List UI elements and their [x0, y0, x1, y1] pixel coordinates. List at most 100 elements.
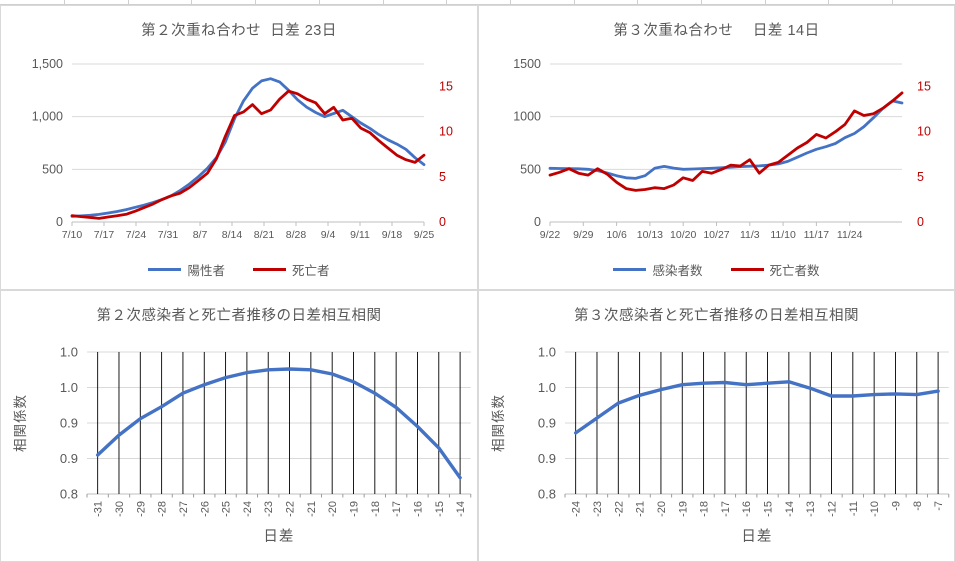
svg-text:8/28: 8/28	[286, 229, 307, 241]
chart-card-wave3-correlation[interactable]: 第３次感染者と死亡者推移の日差相互相関 0.8 0.9 0.9 1.0 1.0 -24 -2…	[478, 290, 955, 562]
svg-text:8/7: 8/7	[193, 229, 208, 241]
svg-text:15: 15	[439, 80, 453, 94]
svg-text:-17: -17	[391, 501, 403, 517]
legend-label-infected: 感染者数	[652, 264, 703, 278]
legend-item-deaths2[interactable]: 死亡者数	[730, 260, 820, 279]
svg-text:日差: 日差	[263, 528, 294, 545]
svg-text:0.8: 0.8	[60, 487, 78, 502]
svg-text:0: 0	[439, 215, 446, 229]
svg-text:9/22: 9/22	[540, 229, 561, 241]
svg-text:-21: -21	[306, 501, 318, 517]
svg-text:8/21: 8/21	[254, 229, 275, 241]
chart-title-wave3-overlay: 第３次重ね合わせ 日差 14日	[613, 23, 820, 39]
svg-text:-23: -23	[263, 501, 275, 517]
svg-text:-24: -24	[242, 501, 254, 517]
svg-text:-8: -8	[912, 501, 924, 511]
svg-text:7/24: 7/24	[126, 229, 147, 241]
chart-card-wave2-correlation[interactable]: 第２次感染者と死亡者推移の日差相互相関 0.8 0.9 0.9 1.0 1.0 -31 -3…	[0, 290, 478, 562]
chart-card-wave3-overlay[interactable]: 第３次重ね合わせ 日差 14日 0 500 1000 1500 0 5 10 15 9/22 9/…	[478, 5, 955, 290]
svg-text:8/14: 8/14	[222, 229, 243, 241]
svg-text:-14: -14	[784, 501, 796, 517]
svg-text:-17: -17	[720, 501, 732, 517]
svg-text:0: 0	[56, 215, 63, 229]
svg-text:9/4: 9/4	[321, 229, 336, 241]
svg-text:-12: -12	[827, 501, 839, 517]
svg-text:-24: -24	[571, 501, 583, 517]
svg-text:5: 5	[439, 170, 446, 184]
wave2-overlay-plot[interactable]: 0 500 1,000 1,500 0 5 10 15 7/10 7/17 7/24 7/31 8/7 8…	[1, 46, 478, 254]
svg-text:11/17: 11/17	[804, 229, 830, 241]
svg-text:7/31: 7/31	[158, 229, 179, 241]
svg-text:相関係数: 相関係数	[13, 394, 28, 452]
svg-text:-26: -26	[199, 501, 211, 517]
svg-text:-16: -16	[412, 501, 424, 517]
svg-text:-30: -30	[114, 501, 126, 517]
svg-text:1.0: 1.0	[538, 345, 556, 360]
svg-text:5: 5	[917, 170, 924, 184]
svg-text:-19: -19	[349, 501, 361, 517]
svg-text:1.0: 1.0	[60, 380, 78, 395]
svg-text:0.9: 0.9	[538, 416, 556, 431]
svg-text:11/10: 11/10	[770, 229, 796, 241]
red-line-swatch	[253, 268, 286, 271]
chart-title-wave3-correlation: 第３次感染者と死亡者推移の日差相互相関	[574, 308, 859, 324]
svg-text:-19: -19	[677, 501, 689, 517]
svg-text:10/20: 10/20	[670, 229, 696, 241]
chart-card-wave2-overlay[interactable]: 第２次重ね合わせ 日差 23日 0 500 1,000 1,500 0 5 10 15 7/10…	[0, 5, 478, 290]
svg-text:0.8: 0.8	[538, 487, 556, 502]
svg-text:-10: -10	[869, 501, 881, 517]
legend-label-positives: 陽性者	[187, 264, 225, 278]
svg-text:15: 15	[917, 80, 931, 94]
blue-line-swatch	[148, 268, 182, 271]
svg-text:相関係数: 相関係数	[491, 394, 506, 452]
svg-text:-15: -15	[434, 501, 446, 517]
svg-text:-7: -7	[933, 501, 945, 511]
svg-text:-20: -20	[327, 501, 339, 517]
svg-text:11/24: 11/24	[837, 229, 863, 241]
svg-text:-22: -22	[613, 501, 625, 517]
svg-text:1.0: 1.0	[60, 345, 78, 360]
svg-text:10: 10	[439, 125, 453, 139]
svg-text:-20: -20	[656, 501, 668, 517]
svg-text:-22: -22	[285, 501, 297, 517]
svg-text:9/18: 9/18	[382, 229, 403, 241]
svg-text:0.9: 0.9	[60, 451, 78, 466]
legend-item-positives[interactable]: 陽性者	[148, 260, 225, 279]
svg-text:0.9: 0.9	[60, 416, 78, 431]
legend-wave3: 感染者数 死亡者数	[479, 254, 954, 279]
wave3-overlay-plot[interactable]: 0 500 1000 1500 0 5 10 15 9/22 9/29 10/6 10/13 10/20…	[479, 46, 955, 254]
legend-wave2: 陽性者 死亡者	[1, 254, 477, 279]
svg-text:-29: -29	[135, 501, 147, 517]
svg-text:1,000: 1,000	[32, 110, 63, 124]
svg-text:9/29: 9/29	[573, 229, 594, 241]
wave3-correlation-plot[interactable]: 0.80.90.91.01.0-24 -23 -22 -21 -20 -19 -18 -17-…	[479, 333, 955, 562]
wave2-correlation-plot[interactable]: 0.80.90.91.01.0-31 -30 -29 -28 -27 -26 -25 -24-…	[1, 333, 478, 562]
svg-text:-11: -11	[848, 501, 860, 516]
legend-label-deaths2: 死亡者数	[769, 264, 820, 278]
legend-item-deaths[interactable]: 死亡者	[253, 260, 330, 279]
svg-text:1000: 1000	[513, 110, 541, 124]
svg-text:11/3: 11/3	[740, 229, 760, 241]
svg-text:10: 10	[917, 125, 931, 139]
svg-text:500: 500	[42, 162, 63, 176]
svg-text:-13: -13	[805, 501, 817, 517]
svg-text:-25: -25	[221, 501, 233, 517]
svg-text:日差: 日差	[741, 528, 772, 545]
chart-title-wave2-correlation: 第２次感染者と死亡者推移の日差相互相関	[96, 308, 382, 324]
svg-text:-16: -16	[741, 501, 753, 517]
svg-text:-31: -31	[93, 501, 105, 517]
svg-text:-18: -18	[370, 501, 382, 517]
svg-text:-15: -15	[763, 501, 775, 517]
svg-text:9/25: 9/25	[414, 229, 435, 241]
svg-text:1500: 1500	[513, 57, 541, 71]
svg-text:10/27: 10/27	[703, 229, 729, 241]
svg-text:-18: -18	[699, 501, 711, 517]
svg-text:-14: -14	[455, 501, 467, 517]
svg-text:-21: -21	[635, 501, 647, 517]
legend-item-infected[interactable]: 感染者数	[613, 260, 703, 279]
svg-text:0.9: 0.9	[538, 451, 556, 466]
svg-text:500: 500	[520, 162, 541, 176]
svg-text:7/10: 7/10	[62, 229, 83, 241]
legend-label-deaths: 死亡者	[292, 264, 330, 278]
svg-text:10/6: 10/6	[606, 229, 627, 241]
